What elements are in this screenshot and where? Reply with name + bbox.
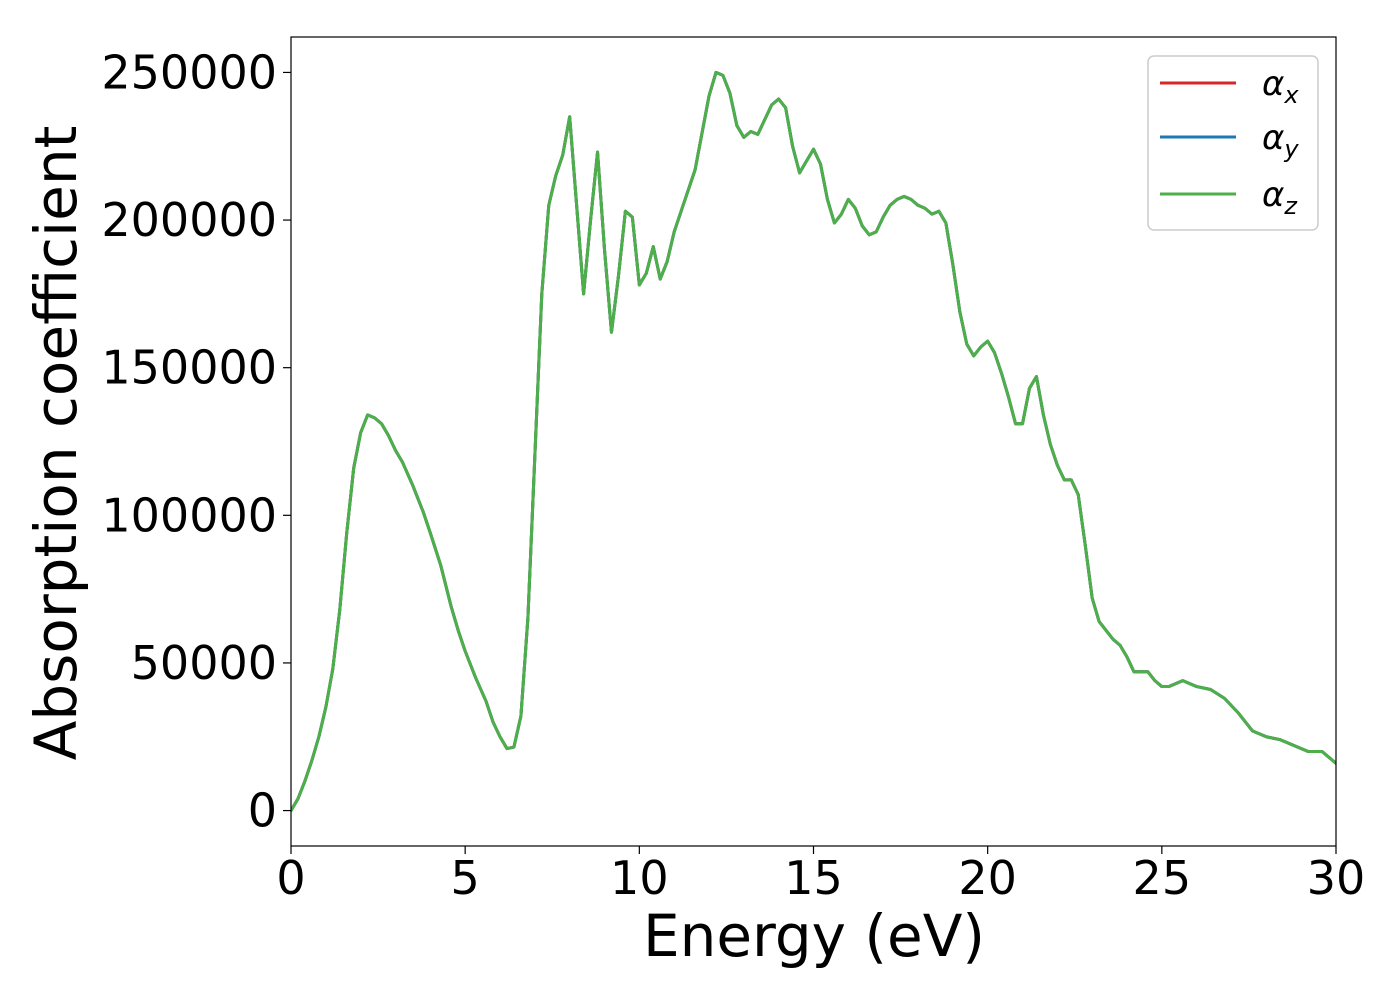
legend-label-x: αx	[1262, 64, 1299, 109]
x-axis-label: Energy (eV)	[643, 902, 985, 970]
legend-label-z: αz	[1262, 175, 1298, 220]
y-tick-label: 100000	[101, 488, 277, 542]
legend-entries: αx αy αz	[1160, 64, 1299, 220]
y-ticks: 0 50000 100000 150000 200000 250000	[101, 45, 291, 838]
x-tick-label: 10	[610, 851, 669, 905]
y-tick-label: 150000	[101, 341, 277, 395]
x-tick-label: 25	[1133, 851, 1192, 905]
series-layer	[291, 70, 1336, 813]
y-tick-label: 0	[248, 784, 277, 838]
y-tick-label: 250000	[101, 45, 277, 99]
x-tick-label: 15	[784, 851, 843, 905]
legend: αx αy αz	[1147, 55, 1319, 231]
x-tick-label: 5	[451, 851, 480, 905]
series-line-z	[291, 70, 1336, 813]
y-tick-label: 200000	[101, 193, 277, 247]
y-tick-label: 50000	[131, 636, 277, 690]
x-tick-label: 30	[1307, 851, 1366, 905]
legend-box	[1147, 55, 1319, 231]
legend-label-y: αy	[1262, 118, 1299, 163]
x-tick-label: 20	[958, 851, 1017, 905]
x-ticks: 0 5 10 15 20 25 30	[276, 846, 1365, 905]
x-tick-label: 0	[276, 851, 305, 905]
y-axis-label: Absorption coefficient	[22, 126, 90, 761]
